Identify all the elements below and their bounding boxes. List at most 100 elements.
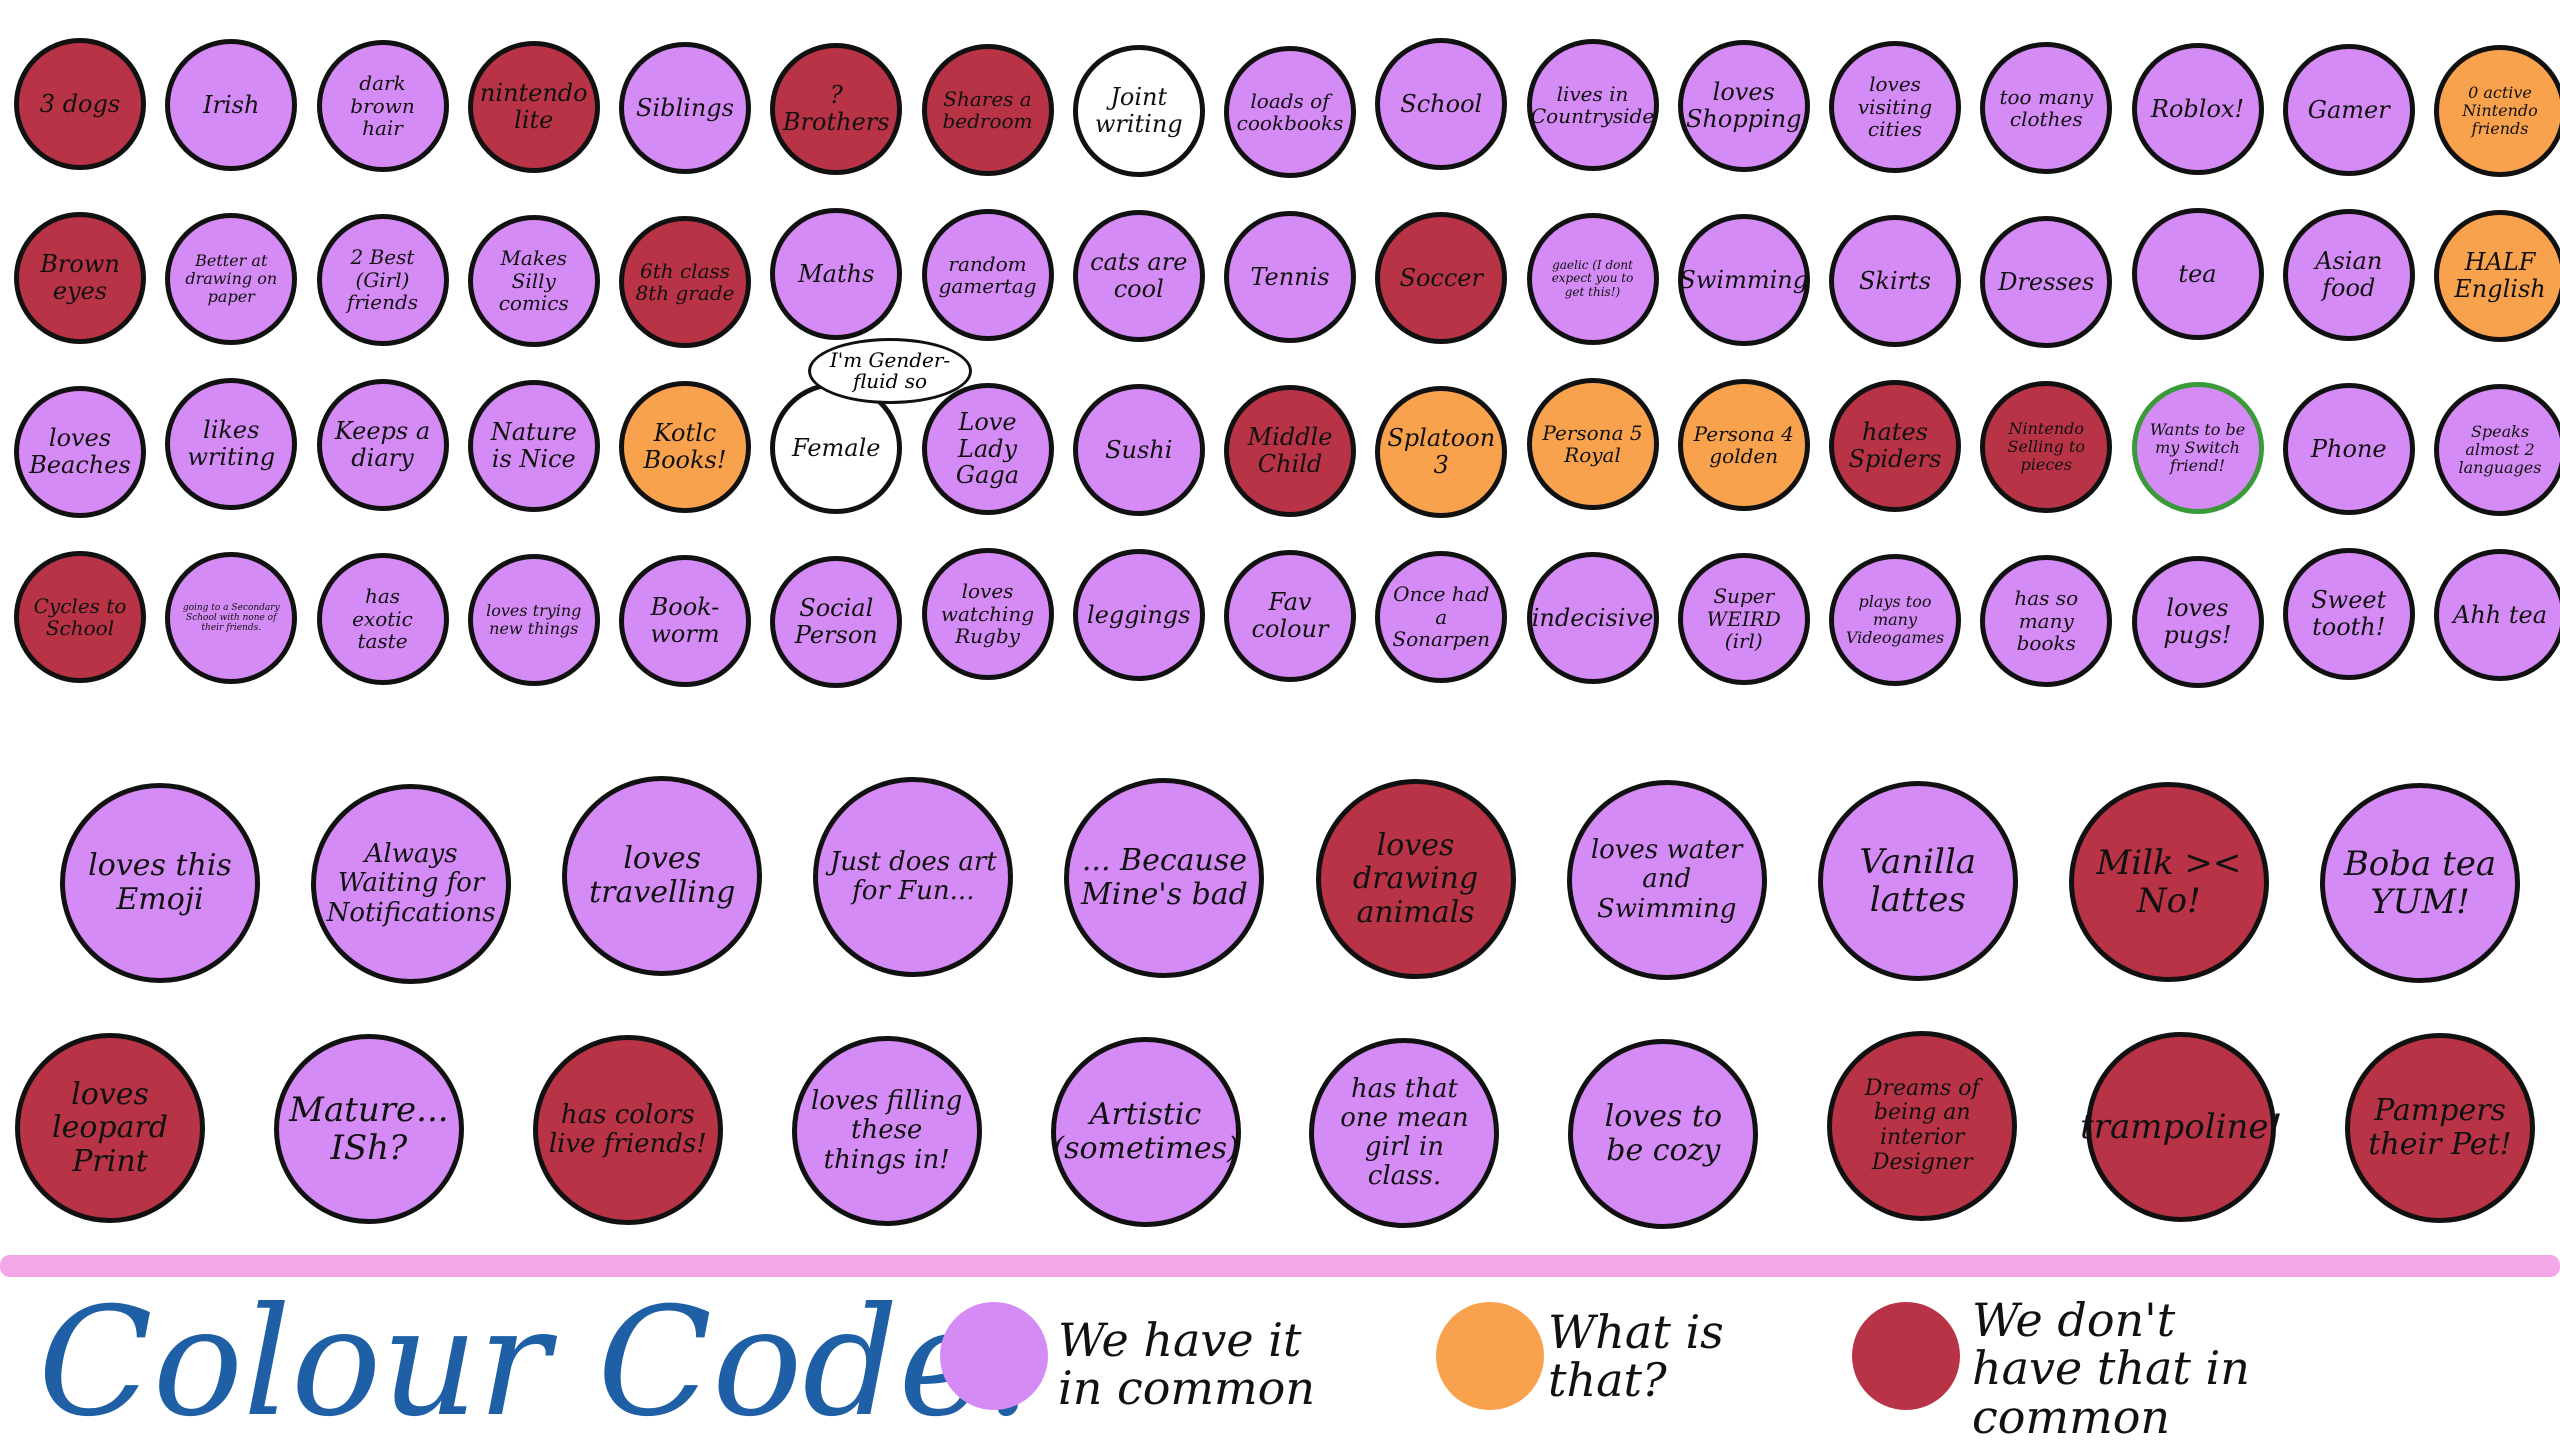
trait-label: loves leopard Print <box>51 1076 169 1179</box>
trait-label: cats are cool <box>1090 248 1188 303</box>
trait-bubble: indecisive <box>1526 552 1659 684</box>
legend-title: Colour Code: <box>38 1276 1038 1450</box>
trait-label: loves travelling <box>589 841 736 910</box>
trait-label: Skirts <box>1858 266 1932 295</box>
trait-label: Persona 4 golden <box>1693 421 1794 468</box>
trait-bubble: leggings <box>1072 549 1205 681</box>
trait-bubble: loves Beaches <box>14 386 146 518</box>
trait-label: likes writing <box>187 416 276 471</box>
trait-bubble: HALF English <box>2434 210 2560 342</box>
trait-bubble: Book-worm <box>619 555 751 687</box>
trait-label: loves this Emoji <box>88 848 232 917</box>
trait-bubble: Boba tea YUM! <box>2320 783 2520 983</box>
trait-bubble: Pampers their Pet! <box>2345 1033 2535 1223</box>
trait-label: Once had a Sonarpen <box>1392 582 1491 652</box>
trait-bubble: 2 Best (Girl) friends <box>316 214 449 346</box>
trait-label: Nature is Nice <box>490 418 577 473</box>
trait-label: School <box>1400 89 1483 118</box>
trait-label: Splatoon 3 <box>1387 424 1496 479</box>
trait-label: leggings <box>1087 600 1191 629</box>
trait-bubble: Skirts <box>1829 215 1961 347</box>
trait-label: random gamertag <box>938 251 1037 298</box>
trait-bubble: likes writing <box>165 378 298 510</box>
trait-bubble: loves travelling <box>562 776 763 976</box>
trait-bubble: Makes Silly comics <box>467 215 600 347</box>
trait-label: Keeps a diary <box>334 417 431 472</box>
trait-label: Sushi <box>1105 435 1173 464</box>
trait-bubble: has that one mean girl in class. <box>1309 1038 1500 1228</box>
trait-bubble: gaelic (I dont expect you to get this!) <box>1526 213 1659 345</box>
trait-label: Always Waiting for Notifications <box>326 839 496 928</box>
trait-bubble: loves leopard Print <box>15 1033 205 1223</box>
trait-label: Ahh tea <box>2452 600 2548 629</box>
trait-bubble: Artistic (sometimes) <box>1050 1037 1241 1227</box>
trait-label: loves pugs! <box>2163 594 2232 649</box>
trait-label: Shares a bedroom <box>942 86 1033 133</box>
trait-label: 0 active Nintendo friends <box>2462 83 2538 138</box>
trait-bubble: Tennis <box>1224 211 1356 343</box>
trait-label: loves trying new things <box>486 601 582 638</box>
trait-bubble: 3 dogs <box>14 38 146 170</box>
trait-label: HALF English <box>2454 248 2546 303</box>
trait-bubble: Kotlc Books! <box>619 381 751 513</box>
trait-bubble: Irish <box>165 39 298 171</box>
speech-bubble: I'm Gender-fluid so <box>808 338 972 404</box>
trait-label: has colors live friends! <box>548 1099 707 1159</box>
trait-label: nintendo lite <box>479 79 588 134</box>
trait-label: Sweet tooth! <box>2311 586 2387 641</box>
trait-label: has that one mean girl in class. <box>1340 1073 1469 1192</box>
trait-bubble: Roblox! <box>2131 43 2264 175</box>
trait-label: Middle Child <box>1247 423 1333 478</box>
trait-bubble: Social Person <box>770 556 903 688</box>
trait-label: Phone <box>2310 434 2387 463</box>
trait-label: Cycles to School <box>33 593 127 640</box>
trait-bubble: Persona 5 Royal <box>1526 378 1659 510</box>
trait-label: Wants to be my Switch friend! <box>2149 420 2246 475</box>
trait-label: hates Spiders <box>1848 418 1942 473</box>
trait-label: Asian food <box>2315 247 2383 302</box>
legend-swatch-common <box>940 1302 1048 1410</box>
trait-label: Social Person <box>794 594 878 649</box>
trait-bubble: Fav colour <box>1224 550 1356 682</box>
trait-label: Dreams of being an interior Designer <box>1864 1075 1980 1175</box>
trait-label: Better at drawing on paper <box>185 251 278 306</box>
trait-bubble: 0 active Nintendo friends <box>2434 45 2560 177</box>
speech-bubble-text: I'm Gender-fluid so <box>829 348 951 393</box>
trait-bubble: Once had a Sonarpen <box>1375 551 1508 683</box>
trait-bubble: Shares a bedroom <box>921 44 1054 176</box>
trait-bubble: Siblings <box>619 42 751 174</box>
trait-bubble: loves water and Swimming <box>1566 780 1767 980</box>
trait-bubble: loves pugs! <box>2131 556 2264 688</box>
trait-label: has exotic taste <box>352 584 413 654</box>
trait-bubble: ? Brothers <box>770 43 903 175</box>
trait-label: Mature... ISh? <box>289 1089 449 1168</box>
trait-bubble: Wants to be my Switch friend! <box>2131 382 2264 514</box>
trait-bubble: Ahh tea <box>2434 549 2560 681</box>
trait-bubble: Always Waiting for Notifications <box>311 784 512 984</box>
trait-bubble: Dreams of being an interior Designer <box>1827 1031 2018 1221</box>
trait-label: Vanilla lattes <box>1859 841 1977 920</box>
trait-bubble: loves drawing animals <box>1315 779 1516 979</box>
trait-bubble: Nintendo Selling to pieces <box>1980 381 2113 513</box>
trait-label: Brown eyes <box>40 250 120 305</box>
trait-label: loves visiting cities <box>1857 72 1933 142</box>
trait-bubble: loves filling these things in! <box>791 1036 982 1226</box>
trait-bubble: Dresses <box>1980 216 2113 348</box>
trait-bubble: tea <box>2131 208 2264 340</box>
trait-bubble: Sweet tooth! <box>2282 548 2415 680</box>
trait-label: Artistic (sometimes) <box>1052 1097 1239 1166</box>
trait-label: loves to be cozy <box>1604 1099 1723 1168</box>
trait-bubble: Cycles to School <box>14 551 146 683</box>
trait-bubble: has colors live friends! <box>532 1035 723 1225</box>
trait-label: Fav colour <box>1251 588 1329 643</box>
trait-label: Soccer <box>1399 263 1483 292</box>
trait-label: Female <box>792 433 881 462</box>
trait-bubble: Keeps a diary <box>316 379 449 511</box>
trait-label: loves watching Rugby <box>940 579 1035 649</box>
trait-bubble: loves trying new things <box>467 554 600 686</box>
trait-bubble: random gamertag <box>921 209 1054 341</box>
trait-bubble: Splatoon 3 <box>1375 386 1508 518</box>
trait-label: indecisive <box>1531 603 1654 632</box>
trait-bubble: Female <box>770 382 903 514</box>
trait-label: loads of cookbooks <box>1236 88 1344 135</box>
